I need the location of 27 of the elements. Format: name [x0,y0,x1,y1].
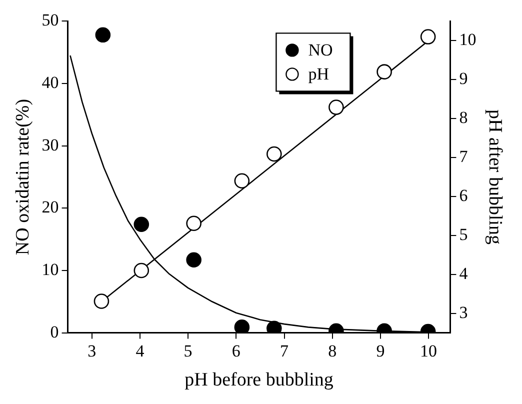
y2-tick-label: 4 [459,264,468,283]
y2-axis-title: pH after bubbling [484,109,506,246]
y2-tick-label: 7 [459,146,468,166]
y2-tick-label: 10 [459,30,476,50]
y2-tick-label: 8 [459,108,468,128]
x-tick-label: 3 [88,341,96,360]
x-tick-label: 7 [280,341,290,360]
x-tick-label: 4 [136,341,145,360]
legend-label: pH [308,64,329,84]
x-tick-label: 9 [376,341,385,360]
legend-label: NO [308,40,333,60]
y-tick-label: 50 [42,10,59,30]
y-tick-label: 20 [42,198,59,217]
y2-tick-label: 3 [459,302,468,322]
y-axis-title: NO oxidatin rate(%) [12,98,34,256]
x-axis-title: pH before bubbling [184,370,334,391]
y-tick-label: 10 [42,260,59,279]
x-tick-label: 6 [232,341,240,360]
x-tick-label: 8 [328,341,337,360]
y-tick-label: 40 [42,72,59,92]
y-tick-label: 0 [50,322,59,342]
x-tick-label: 10 [420,341,438,360]
y-tick-label: 30 [42,135,59,154]
y2-tick-label: 5 [459,224,468,244]
y2-tick-label: 6 [459,186,468,205]
x-tick-label: 5 [184,341,192,360]
y2-tick-label: 9 [459,69,468,88]
